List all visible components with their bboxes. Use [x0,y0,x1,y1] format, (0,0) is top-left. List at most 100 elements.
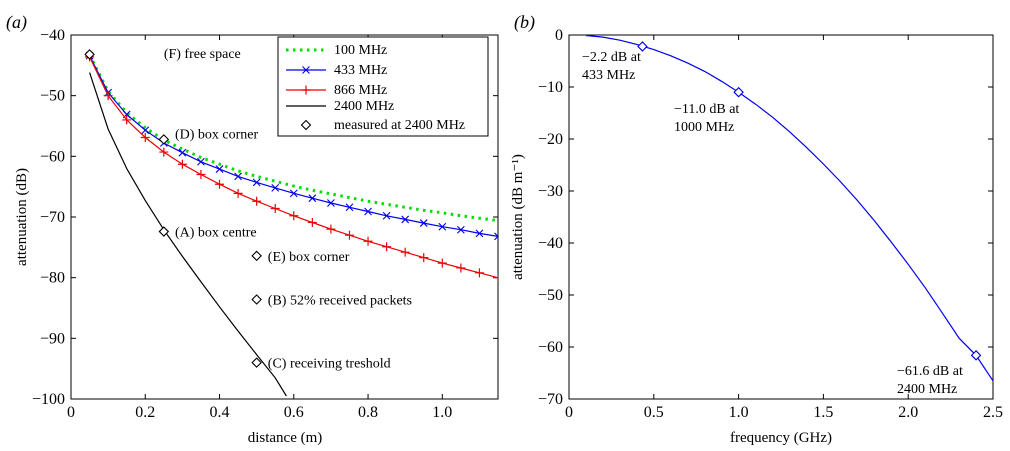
data-point-measured-at-2400-mhz [251,250,262,262]
legend-label-2400mhz: 2400 MHz [334,99,394,114]
data-point-433-mhz [475,229,484,238]
data-point-433-mhz [401,215,410,224]
annotation-433mhz: −2.2 dB at 433 MHz [582,50,644,83]
legend-box [277,36,489,137]
data-point-marker-2 [970,350,982,361]
panel-a-annotations: (F) free space (D) box corner (A) box ce… [164,47,412,371]
annotation-free-space: (F) free space [164,47,241,62]
panel-a-x-axis-label: distance (m) [248,430,323,446]
panel-a-series [84,49,498,397]
data-point-433-mhz [141,126,150,135]
data-point-866-mhz [177,159,187,169]
data-point-866-mhz [419,253,429,263]
legend-label-100mhz: 100 MHz [334,43,387,58]
legend-sample-marker-measured-at-2400-mhz [300,119,312,131]
panel-a-legend: 100 MHz 433 MHz 866 MHz 2400 MHz measure… [277,36,489,137]
data-point-marker-1 [733,86,744,98]
data-point-866-mhz [196,170,206,180]
series-line-series-0 [585,35,993,382]
a-x-tick-label: 0.6 [284,404,304,421]
a-y-tick-label: −80 [40,270,65,287]
data-point-866-mhz [400,247,410,257]
data-point-433-mhz [289,189,298,198]
legend-sample-marker-433-mhz [302,66,310,74]
b-x-tick-label: 0.5 [644,404,664,421]
data-point-433-mhz [308,194,317,203]
panel-b-y-axis-label: attenuation (dB m⁻¹) [510,154,526,280]
b-x-tick-label: 2.0 [898,404,918,421]
panel-b-axes-frame [568,34,994,400]
data-point-433-mhz [456,225,465,234]
annotation-box-corner-e: (E) box corner [268,250,350,265]
b-y-tick-label: −20 [538,131,563,148]
data-point-866-mhz [493,273,498,283]
data-point-measured-at-2400-mhz [158,226,170,237]
data-point-433-mhz [494,232,498,241]
data-point-866-mhz [233,188,243,198]
a-y-tick-label: −60 [40,148,65,165]
a-y-tick-label: −100 [32,391,65,408]
data-point-866-mhz [159,147,169,157]
annotation-received-packets: (B) 52% received packets [268,294,412,309]
data-point-866-mhz [307,217,317,227]
annotation-box-centre: (A) box centre [175,226,257,241]
data-point-866-mhz [122,115,132,125]
b-x-tick-label: 2.5 [983,404,1003,421]
annotation-box-corner-d: (D) box corner [175,127,259,142]
data-point-marker-0 [637,41,648,52]
a-y-tick-label: −50 [40,88,65,105]
b-x-tick-label: 1.5 [813,404,833,421]
data-point-866-mhz [140,133,150,143]
annotation-2400mhz: −61.6 dB at 2400 MHz [897,364,966,397]
data-point-433-mhz [438,222,447,231]
b-y-tick-label: −70 [538,391,563,408]
panel-b-annotations: −2.2 dB at 433 MHz −11.0 dB at 1000 MHz … [582,50,966,397]
series-line-100-mhz [88,54,498,223]
panel-b-x-axis-label: frequency (GHz) [730,430,832,446]
annotation-1000mhz: −11.0 dB at 1000 MHz [674,102,743,135]
data-point-866-mhz [456,263,466,273]
data-point-866-mhz [344,230,354,240]
a-y-tick-label: −90 [40,330,65,347]
data-point-866-mhz [270,204,280,214]
panel-a-ticks: 0 0.2 0.4 0.6 0.8 1.0 −100 −90 −80 −70 −60 −50 −40 [32,27,498,421]
legend-label-measured: measured at 2400 MHz [334,118,465,133]
data-point-866-mhz [474,268,484,278]
data-point-866-mhz [363,236,373,246]
data-point-433-mhz [178,148,187,157]
panel-b-label: (b) [514,12,535,33]
b-y-tick-label: −40 [538,235,563,252]
data-point-measured-at-2400-mhz [251,357,262,368]
a-x-tick-label: 0.2 [135,404,155,421]
data-point-433-mhz [364,207,372,216]
a-x-tick-label: 0.8 [358,404,378,421]
data-point-866-mhz [103,91,113,101]
a-x-tick-label: 1.0 [432,404,452,421]
legend-label-866mhz: 866 MHz [334,83,387,98]
a-x-tick-label: 0.4 [210,404,230,421]
data-point-866-mhz [437,258,447,268]
data-point-866-mhz [382,242,392,252]
data-point-measured-at-2400-mhz [251,294,262,305]
legend-sample-marker-866-mhz [301,85,311,95]
series-line-2400-mhz [89,72,287,397]
b-x-tick-label: 0 [565,404,573,421]
b-plot-area [585,35,993,382]
data-point-433-mhz [215,165,224,173]
b-x-tick-label: 1.0 [729,404,749,421]
data-point-433-mhz [382,211,391,220]
b-y-tick-label: −50 [538,287,563,304]
data-point-433-mhz [419,219,428,227]
panel-b: (b) 0 0.5 1.0 1.5 2.0 2.5 −70 −60 −50 −40 −30 −20 −1… [510,12,1003,446]
panel-b-ticks: 0 0.5 1.0 1.5 2.0 2.5 −70 −60 −50 −40 −30 −20 −10 0 [538,27,1003,421]
legend-label-433mhz: 433 MHz [334,63,387,78]
a-x-tick-label: 0 [67,404,75,421]
data-point-866-mhz [215,179,225,189]
data-point-866-mhz [252,196,262,206]
data-point-433-mhz [234,172,242,181]
panel-a-label: (a) [6,12,27,33]
data-point-433-mhz [345,203,354,212]
data-point-433-mhz [197,157,205,166]
data-point-866-mhz [326,224,336,234]
